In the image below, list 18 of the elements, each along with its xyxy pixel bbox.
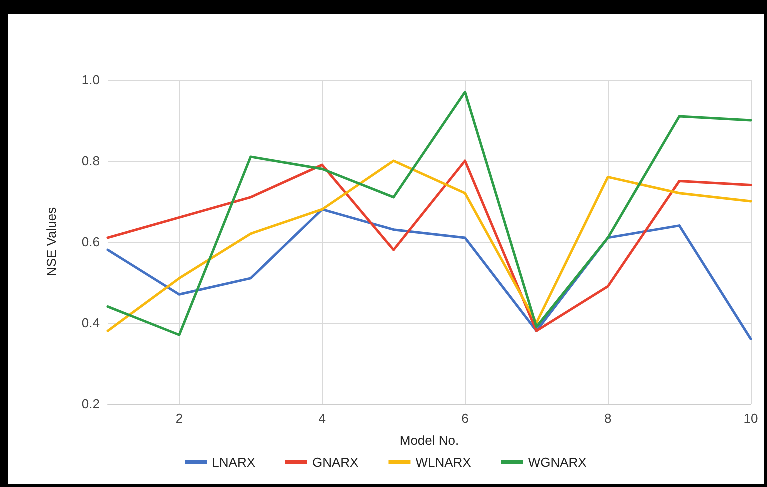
x-tick-label: 2 bbox=[176, 411, 184, 426]
line-series bbox=[106, 90, 752, 336]
y-tick-label: 0.4 bbox=[82, 316, 100, 330]
y-tick-label: 0.2 bbox=[82, 396, 100, 412]
y-tick-label: 0.6 bbox=[82, 234, 100, 250]
legend-label: WLNARX bbox=[416, 455, 472, 470]
x-tick-label: 6 bbox=[462, 411, 469, 426]
x-tick-label: 4 bbox=[318, 411, 326, 426]
y-axis-title: NSE Values bbox=[44, 206, 59, 277]
line-series bbox=[106, 160, 752, 332]
legend-label: LNARX bbox=[212, 455, 256, 470]
y-tick-label: 1.0 bbox=[82, 72, 100, 88]
legend-label: WGNARX bbox=[528, 455, 588, 470]
x-tick-label: 10 bbox=[744, 411, 758, 426]
x-tick-label: 8 bbox=[604, 411, 612, 426]
x-axis-title: Model No. bbox=[400, 433, 460, 448]
legend-label: GNARX bbox=[312, 455, 360, 470]
y-tick-label: 0.8 bbox=[82, 154, 100, 168]
